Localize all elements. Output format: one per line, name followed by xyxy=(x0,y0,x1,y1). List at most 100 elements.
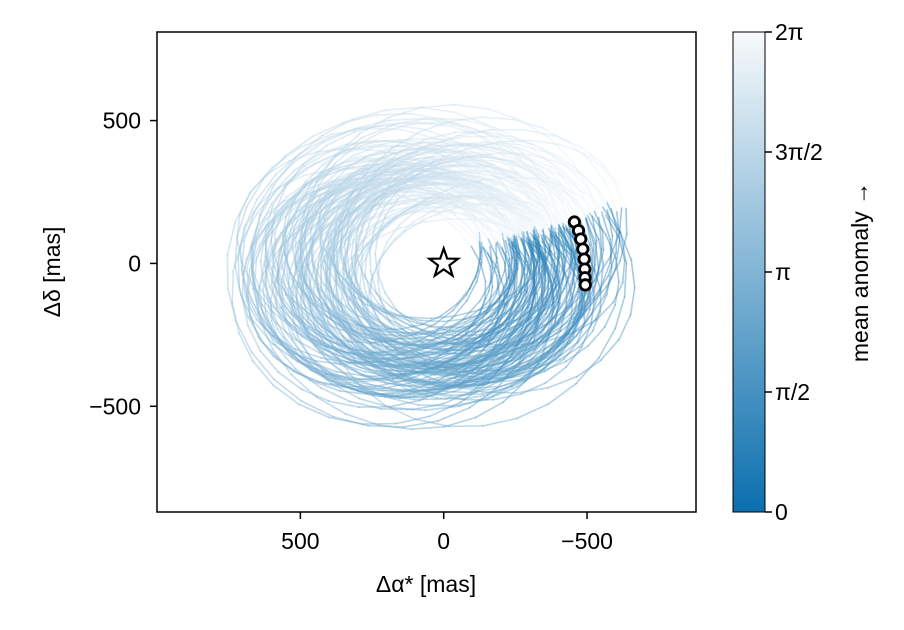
orbit-segment xyxy=(461,172,493,191)
orbit-segment xyxy=(264,244,270,264)
orbit-segment xyxy=(536,321,559,346)
orbit-segment xyxy=(333,189,356,202)
orbit-segment xyxy=(242,279,248,302)
orbit-segment xyxy=(334,132,361,156)
orbit-segment xyxy=(380,370,414,383)
orbit-segment xyxy=(401,360,434,375)
orbit-segment xyxy=(271,146,301,169)
orbit-segment xyxy=(290,374,318,398)
orbit-segment xyxy=(336,338,363,359)
orbit-segment xyxy=(304,168,330,187)
orbit-segment xyxy=(529,239,538,265)
orbit-segment xyxy=(468,342,492,350)
orbit-segment xyxy=(522,368,545,381)
orbit-segment xyxy=(539,204,561,229)
orbit-segment xyxy=(559,327,573,346)
orbit-segment xyxy=(356,166,383,187)
orbit-segment xyxy=(368,357,398,361)
orbit-segment xyxy=(517,268,526,288)
orbit-segment xyxy=(565,173,583,195)
orbit-segment xyxy=(522,256,534,288)
orbit-segment xyxy=(467,157,494,165)
orbit-segment xyxy=(496,136,524,154)
orbit-segment xyxy=(253,288,261,321)
orbit-segment xyxy=(383,363,409,372)
orbit-segment xyxy=(445,382,481,388)
orbit-segment xyxy=(357,229,371,247)
orbit-segment xyxy=(342,267,353,285)
orbit-segment xyxy=(554,227,560,252)
orbit-segment xyxy=(552,232,573,252)
orbit-segment xyxy=(330,175,350,196)
orbit-segment xyxy=(455,206,476,223)
orbit-segment xyxy=(360,192,386,206)
orbit-segment xyxy=(439,214,459,231)
orbit-segment xyxy=(452,176,485,185)
orbit-segment xyxy=(303,327,329,348)
orbit-segment xyxy=(543,270,547,292)
orbit-segment xyxy=(426,202,453,205)
orbit-segment xyxy=(501,282,508,306)
orbit-segment xyxy=(427,176,456,181)
orbit-segment xyxy=(318,293,329,309)
orbit-segment xyxy=(344,413,379,426)
orbit-segment xyxy=(533,188,550,207)
orbit-segment xyxy=(256,173,277,201)
orbit-segment xyxy=(246,245,254,269)
orbit-segment xyxy=(440,302,459,317)
orbit-segment xyxy=(436,362,469,367)
orbit-segment xyxy=(262,265,268,291)
orbit-segment xyxy=(318,299,338,315)
orbit-segment xyxy=(442,369,476,374)
orbit-segment xyxy=(358,243,371,266)
orbit-segment xyxy=(447,369,474,390)
orbit-segment xyxy=(498,319,515,346)
orbit-segment xyxy=(552,227,559,258)
orbit-segment xyxy=(486,384,513,396)
orbit-segment xyxy=(396,185,415,201)
orbit-segment xyxy=(484,154,517,166)
orbit-segment xyxy=(494,341,522,357)
orbit-segment xyxy=(442,318,465,336)
orbit-segment xyxy=(485,287,499,305)
orbit-segment xyxy=(301,293,309,321)
orbit-segment xyxy=(541,229,551,249)
orbit-segment xyxy=(411,137,445,141)
orbit-segment xyxy=(459,181,485,192)
orbit-segment xyxy=(364,159,395,168)
orbit-segment xyxy=(283,191,308,202)
orbit-segment xyxy=(463,363,489,382)
orbit-segment xyxy=(303,168,334,186)
orbit-segment xyxy=(306,321,324,342)
orbit-segment xyxy=(334,361,362,376)
orbit-segment xyxy=(512,239,519,265)
orbit-segment xyxy=(315,367,349,385)
orbit-segment xyxy=(319,242,325,269)
orbit-segment xyxy=(530,219,552,235)
orbit-segment xyxy=(249,317,262,341)
orbit-segment xyxy=(392,178,416,186)
orbit-segment xyxy=(341,196,366,214)
orbit-segment xyxy=(326,230,337,253)
orbit-segment xyxy=(361,422,398,425)
orbit-segment xyxy=(245,299,258,321)
orbit-segment xyxy=(420,157,456,165)
orbit-segment xyxy=(396,390,428,397)
orbit-segment xyxy=(519,276,532,293)
orbit-segment xyxy=(506,196,531,205)
orbit-segment xyxy=(378,337,404,352)
orbit-segment xyxy=(465,333,489,343)
orbit-segment xyxy=(343,258,346,276)
orbit-segment xyxy=(515,303,531,321)
orbit-segment xyxy=(295,265,307,286)
orbit-segment xyxy=(461,144,494,152)
orbit-segment xyxy=(621,259,626,284)
orbit-segment xyxy=(536,241,551,256)
orbit-segment xyxy=(539,169,561,185)
orbit-segment xyxy=(565,308,586,337)
orbit-segment xyxy=(524,357,546,369)
orbit-segment xyxy=(348,400,382,410)
orbit-segment xyxy=(306,206,321,225)
orbit-segment xyxy=(341,318,352,339)
orbit-segment xyxy=(524,277,536,302)
